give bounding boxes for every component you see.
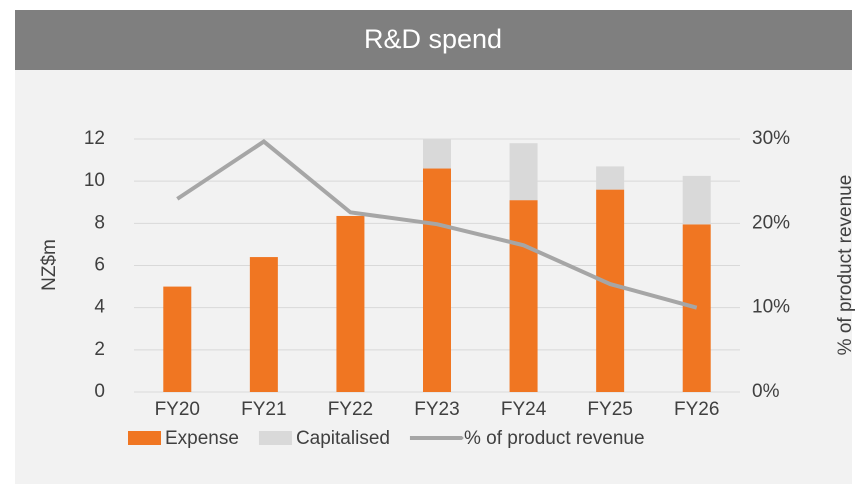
y-tick-label: 6 xyxy=(94,255,105,276)
x-tick-label: FY26 xyxy=(674,399,719,420)
y-tick-label: 12 xyxy=(84,128,105,149)
bar xyxy=(249,257,278,392)
y2-tick-label: 30% xyxy=(752,128,790,149)
legend-swatch xyxy=(258,431,292,445)
bar xyxy=(596,166,625,190)
bar xyxy=(509,200,538,392)
x-tick-label: FY22 xyxy=(328,399,373,420)
y-tick-label: 4 xyxy=(94,297,105,318)
chart-title: R&D spend xyxy=(364,24,502,54)
header xyxy=(15,10,852,70)
bar xyxy=(596,189,625,392)
x-tick-label: FY21 xyxy=(241,399,286,420)
legend-label: % of product revenue xyxy=(464,428,645,449)
bar xyxy=(423,139,451,169)
y-tick-label: 0 xyxy=(94,381,105,402)
y2-axis-label: % of product revenue xyxy=(835,175,856,356)
bar xyxy=(509,143,538,201)
y-tick-label: 8 xyxy=(94,212,105,233)
legend-swatch xyxy=(128,431,161,445)
y-axis-label: NZ$m xyxy=(39,239,60,291)
bar xyxy=(423,168,451,392)
bar xyxy=(163,286,192,392)
y2-tick-label: 0% xyxy=(752,381,780,402)
x-tick-label: FY20 xyxy=(155,399,200,420)
legend-label: Expense xyxy=(165,428,239,449)
y2-tick-label: 10% xyxy=(752,297,790,318)
line xyxy=(176,139,698,310)
y-tick-label: 2 xyxy=(94,339,105,360)
x-tick-label: FY25 xyxy=(587,399,632,420)
x-tick-label: FY23 xyxy=(414,399,459,420)
bar xyxy=(336,215,365,392)
x-tick-label: FY24 xyxy=(501,399,547,420)
bar xyxy=(682,224,711,392)
y2-tick-label: 20% xyxy=(752,212,790,233)
legend-swatch xyxy=(460,436,464,440)
y-tick-label: 10 xyxy=(84,170,105,191)
bar xyxy=(682,175,711,225)
legend-label: Capitalised xyxy=(296,428,390,449)
